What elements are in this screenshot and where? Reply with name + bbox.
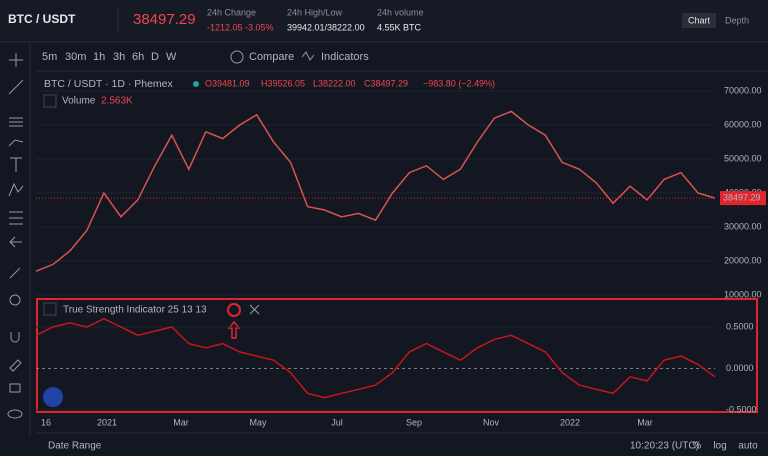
- x-tick-label: 2021: [97, 417, 117, 427]
- fib-tool[interactable]: [9, 117, 23, 127]
- x-tick-label: May: [249, 417, 267, 427]
- price-pane: 70000.0060000.0050000.0040000.0030000.00…: [35, 85, 766, 299]
- eye-tool[interactable]: [7, 409, 23, 419]
- stat-value: -1212.05 -3.05%: [207, 22, 274, 32]
- y-tick-label: 10000.00: [724, 289, 762, 299]
- ohlc-value: H39526.05: [261, 78, 305, 88]
- arrow-annotation: [227, 320, 241, 339]
- scale-option[interactable]: log: [713, 441, 726, 452]
- y-tick-label: 50000.00: [724, 153, 762, 163]
- sidebar-icons: [7, 53, 24, 419]
- y-tick-label: 20000.00: [724, 255, 762, 265]
- indicators-button[interactable]: Indicators: [321, 51, 369, 63]
- last-price-tag: [720, 191, 766, 206]
- status-dot: [193, 81, 199, 87]
- interval[interactable]: W: [166, 51, 177, 63]
- y-tick-label: 30000.00: [724, 221, 762, 231]
- pair[interactable]: BTC / USDT: [8, 12, 76, 26]
- x-tick-label: Mar: [173, 417, 189, 427]
- settings-button[interactable]: [227, 303, 241, 317]
- compare-button[interactable]: Compare: [249, 51, 294, 63]
- indicators-icon[interactable]: [301, 51, 315, 61]
- ohlc-value: L38222.00: [313, 78, 356, 88]
- stat-label: 24h volume: [377, 7, 424, 17]
- line-tool[interactable]: [8, 79, 24, 95]
- y-tick-label: -0.5000: [726, 404, 757, 414]
- interval[interactable]: 3h: [113, 51, 125, 63]
- highlight-box: [36, 298, 758, 413]
- y-tick-label: 0.0000: [726, 363, 754, 373]
- x-tick-label: Mar: [637, 417, 653, 427]
- volume-name: Volume: [62, 96, 96, 107]
- ohlc-value: O39481.09: [205, 78, 250, 88]
- x-axis: 16 2021 Mar May Jul Sep Nov 2022 Mar: [41, 417, 653, 427]
- magnet-tool[interactable]: [10, 332, 20, 343]
- collapse-button[interactable]: [43, 94, 57, 108]
- clock: 10:20:23 (UTC): [630, 441, 699, 452]
- interval[interactable]: 30m: [65, 51, 86, 63]
- close-button[interactable]: [249, 304, 260, 315]
- pattern-tool[interactable]: [8, 182, 24, 197]
- last-price: 38497.29: [133, 11, 196, 28]
- stat-value: 39942.01/38222.00: [287, 22, 365, 32]
- y-tick-label: 60000.00: [724, 119, 762, 129]
- back-tool[interactable]: [9, 236, 22, 248]
- stat-value: 4.55K BTC: [377, 22, 422, 32]
- y-tick-label: 0.5000: [726, 321, 754, 331]
- text-tool[interactable]: [10, 157, 22, 172]
- tab[interactable]: Chart: [688, 15, 711, 25]
- y-tick-label: 70000.00: [724, 85, 762, 95]
- scale-options: % log auto: [693, 441, 759, 452]
- lock-tool[interactable]: [9, 383, 21, 393]
- volume-value: 2.563K: [101, 96, 133, 107]
- x-tick-label: Nov: [483, 417, 500, 427]
- x-tick-label: 16: [41, 417, 51, 427]
- logo: [43, 387, 63, 407]
- last-price-label: 38497.29: [723, 192, 761, 202]
- date-range[interactable]: Date Range: [48, 441, 102, 452]
- scale-option[interactable]: %: [693, 441, 702, 452]
- tab-active[interactable]: [682, 13, 716, 28]
- interval[interactable]: D: [151, 51, 159, 63]
- x-tick-label: Sep: [406, 417, 422, 427]
- zoom-tool[interactable]: [9, 294, 21, 306]
- price-line: [35, 110, 716, 272]
- scale-option[interactable]: auto: [738, 441, 758, 452]
- price-legend: BTC / USDT · 1D · Phemex: [44, 78, 173, 90]
- collapse-button[interactable]: [43, 302, 57, 316]
- stat-label: 24h High/Low: [287, 7, 343, 17]
- ohlc: O39481.09 H39526.05 L38222.00 C38497.29 −983…: [205, 78, 495, 88]
- cross-tool[interactable]: [9, 53, 23, 67]
- measure-tool[interactable]: [9, 211, 23, 225]
- tsi-label: True Strength Indicator 25 13 13: [63, 305, 207, 316]
- x-tick-label: Jul: [331, 417, 343, 427]
- pencil-tool[interactable]: [9, 359, 22, 372]
- interval[interactable]: 1h: [93, 51, 105, 63]
- header-bar: [0, 0, 768, 42]
- ruler-tool[interactable]: [9, 267, 21, 279]
- tsi-pane: 0.5000 0.0000 -0.5000: [35, 317, 757, 414]
- compare-icon[interactable]: [230, 50, 244, 64]
- interval[interactable]: 6h: [132, 51, 144, 63]
- ohlc-value: C38497.29: [364, 78, 408, 88]
- stat-label: 24h Change: [207, 7, 256, 17]
- ohlc-value: −983.80 (−2.49%): [423, 78, 495, 88]
- brush-tool[interactable]: [8, 139, 24, 147]
- toolbar: 5m 30m 1h 3h 6h D W: [42, 51, 177, 63]
- interval[interactable]: 5m: [42, 51, 57, 63]
- x-tick-label: 2022: [560, 417, 580, 427]
- tsi-line: [35, 317, 716, 399]
- tab[interactable]: Depth: [725, 15, 749, 25]
